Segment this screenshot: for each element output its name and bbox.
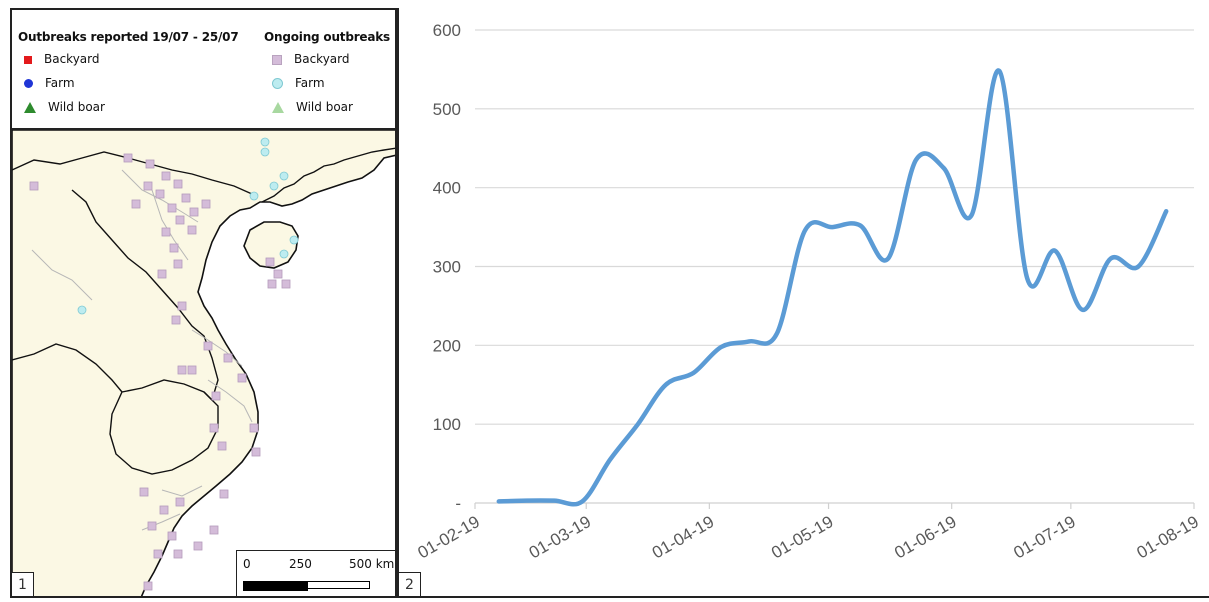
- legend-item-wildboar-reported: Wild boar: [24, 100, 105, 114]
- legend-label: Farm: [45, 76, 75, 90]
- x-tick-label: 01-05-19: [768, 512, 836, 562]
- y-tick-label: 100: [433, 415, 461, 434]
- x-tick-label: 01-02-19: [415, 512, 483, 562]
- legend-label: Backyard: [44, 52, 100, 66]
- legend-label: Wild boar: [48, 100, 105, 114]
- x-tick-label: 01-06-19: [891, 512, 959, 562]
- circle-icon: [24, 79, 33, 88]
- scale-label-0: 0: [243, 557, 251, 571]
- map-legend: Outbreaks reported 19/07 - 25/07 Ongoing…: [12, 10, 395, 130]
- series-line-0: [496, 68, 1169, 507]
- laos-border: [71, 189, 219, 402]
- y-tick-label: 200: [433, 336, 461, 355]
- legend-label: Backyard: [294, 52, 350, 66]
- legend-title-reported: Outbreaks reported 19/07 - 25/07: [18, 30, 239, 44]
- legend-label: Wild boar: [296, 100, 353, 114]
- scale-bar-black: [243, 581, 308, 591]
- backyard-outbreak-markers: [29, 153, 291, 591]
- legend-item-farm-ongoing: Farm: [272, 76, 325, 90]
- cambodia-border: [109, 379, 219, 475]
- scale-bar-white: [307, 581, 370, 589]
- scale-label-500: 500 km: [349, 557, 395, 571]
- circle-icon: [272, 78, 283, 89]
- legend-item-farm-reported: Farm: [24, 76, 75, 90]
- triangle-icon: [24, 102, 36, 113]
- scale-label-250: 250: [289, 557, 312, 571]
- y-tick-label: 300: [433, 258, 461, 277]
- legend-label: Farm: [295, 76, 325, 90]
- mainland-land: [12, 130, 395, 596]
- china-border: [12, 151, 253, 195]
- legend-item-backyard-ongoing: Backyard: [272, 52, 350, 66]
- y-tick-label: 400: [433, 179, 461, 198]
- legend-title-ongoing: Ongoing outbreaks: [264, 30, 390, 44]
- legend-item-backyard-reported: Backyard: [24, 52, 100, 66]
- map-canvas: [12, 130, 395, 596]
- chart-panel: - 100 200 300 400 500 600 01-02-19 01-03-19 01-04…: [397, 8, 1209, 598]
- x-tick-label: 01-04-19: [649, 512, 717, 562]
- thailand-border: [12, 343, 123, 393]
- line-chart: - 100 200 300 400 500 600 01-02-19 01-03-19 01-04…: [415, 21, 1202, 562]
- y-tick-label: 600: [433, 21, 461, 40]
- triangle-icon: [272, 102, 284, 113]
- legend-item-wildboar-ongoing: Wild boar: [272, 100, 353, 114]
- x-tick-label: 01-03-19: [526, 512, 594, 562]
- panel-number-2: 2: [399, 572, 421, 596]
- farm-outbreak-markers: [77, 137, 299, 315]
- square-icon: [272, 54, 282, 65]
- coast-detail: [261, 147, 395, 203]
- scale-bar: 0 250 500 km: [236, 550, 395, 596]
- map-panel: Outbreaks reported 19/07 - 25/07 Ongoing…: [10, 8, 397, 598]
- x-tick-label: 01-08-19: [1134, 512, 1202, 562]
- y-tick-label: 500: [433, 100, 461, 119]
- square-icon: [24, 55, 32, 64]
- panel-number-1: 1: [12, 572, 34, 596]
- x-tick-label: 01-07-19: [1010, 512, 1078, 562]
- y-tick-label: -: [455, 494, 461, 513]
